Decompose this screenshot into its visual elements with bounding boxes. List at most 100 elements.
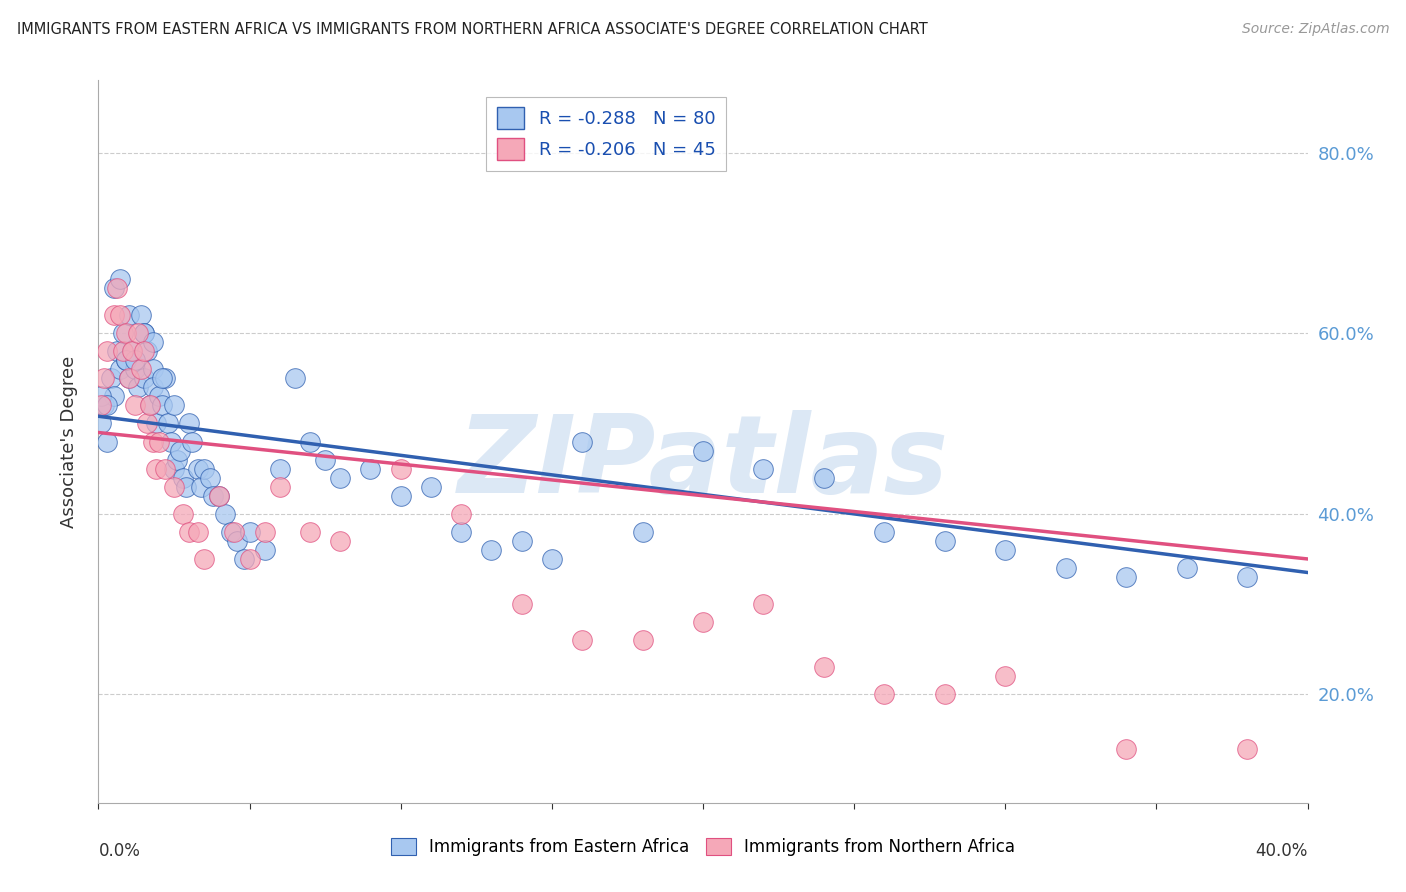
Point xyxy=(139,398,162,412)
Point xyxy=(163,398,186,412)
Point xyxy=(135,344,157,359)
Point xyxy=(108,308,131,322)
Point xyxy=(111,344,134,359)
Point xyxy=(153,371,176,385)
Point xyxy=(108,272,131,286)
Point xyxy=(752,597,775,611)
Point xyxy=(179,524,201,539)
Point xyxy=(150,371,173,385)
Point xyxy=(1115,741,1137,756)
Point xyxy=(450,507,472,521)
Point xyxy=(994,669,1017,683)
Point xyxy=(124,398,146,412)
Point xyxy=(90,398,112,412)
Y-axis label: Associate's Degree: Associate's Degree xyxy=(59,355,77,528)
Point xyxy=(114,353,136,368)
Point xyxy=(90,389,112,403)
Point xyxy=(221,524,243,539)
Point xyxy=(269,461,291,475)
Point xyxy=(93,398,115,412)
Point xyxy=(96,398,118,412)
Point xyxy=(172,471,194,485)
Point xyxy=(284,371,307,385)
Point xyxy=(571,434,593,449)
Point xyxy=(389,489,412,503)
Point xyxy=(118,371,141,385)
Point xyxy=(148,434,170,449)
Point xyxy=(631,524,654,539)
Point xyxy=(132,326,155,341)
Point xyxy=(163,461,186,475)
Legend: R = -0.288   N = 80, R = -0.206   N = 45: R = -0.288 N = 80, R = -0.206 N = 45 xyxy=(486,96,727,171)
Point xyxy=(571,633,593,648)
Point xyxy=(96,434,118,449)
Point xyxy=(96,344,118,359)
Point xyxy=(813,660,835,674)
Point xyxy=(329,533,352,548)
Point xyxy=(239,552,262,566)
Point xyxy=(813,471,835,485)
Point xyxy=(208,489,231,503)
Point xyxy=(142,380,165,394)
Point xyxy=(100,371,122,385)
Point xyxy=(160,434,183,449)
Text: 40.0%: 40.0% xyxy=(1256,842,1308,860)
Point xyxy=(873,687,896,701)
Point xyxy=(135,417,157,431)
Point xyxy=(994,542,1017,557)
Text: Source: ZipAtlas.com: Source: ZipAtlas.com xyxy=(1241,22,1389,37)
Point xyxy=(150,398,173,412)
Point xyxy=(329,471,352,485)
Point xyxy=(108,362,131,376)
Point xyxy=(111,326,134,341)
Point xyxy=(314,452,336,467)
Point xyxy=(169,443,191,458)
Point xyxy=(1236,570,1258,584)
Point xyxy=(153,461,176,475)
Point xyxy=(253,542,276,557)
Point xyxy=(124,353,146,368)
Point xyxy=(481,542,503,557)
Point xyxy=(118,308,141,322)
Point xyxy=(202,489,225,503)
Point xyxy=(253,524,276,539)
Point xyxy=(129,362,152,376)
Point xyxy=(299,434,322,449)
Point xyxy=(1175,561,1198,575)
Point xyxy=(934,687,956,701)
Point xyxy=(103,281,125,295)
Point xyxy=(114,353,136,368)
Point xyxy=(121,344,143,359)
Point xyxy=(124,362,146,376)
Point xyxy=(360,461,382,475)
Point xyxy=(187,461,209,475)
Text: ZIPatlas: ZIPatlas xyxy=(457,410,949,516)
Text: IMMIGRANTS FROM EASTERN AFRICA VS IMMIGRANTS FROM NORTHERN AFRICA ASSOCIATE'S DE: IMMIGRANTS FROM EASTERN AFRICA VS IMMIGR… xyxy=(17,22,928,37)
Point xyxy=(127,380,149,394)
Point xyxy=(193,552,215,566)
Point xyxy=(139,398,162,412)
Point xyxy=(873,524,896,539)
Point xyxy=(172,507,194,521)
Point xyxy=(1054,561,1077,575)
Point xyxy=(179,417,201,431)
Point xyxy=(1236,741,1258,756)
Point xyxy=(114,326,136,341)
Point xyxy=(103,308,125,322)
Point xyxy=(232,552,254,566)
Point xyxy=(450,524,472,539)
Point xyxy=(181,434,204,449)
Point xyxy=(269,480,291,494)
Point xyxy=(752,461,775,475)
Point xyxy=(105,281,128,295)
Point xyxy=(105,344,128,359)
Point xyxy=(540,552,562,566)
Point xyxy=(510,597,533,611)
Point xyxy=(142,434,165,449)
Point xyxy=(166,452,188,467)
Point xyxy=(200,471,222,485)
Point xyxy=(208,489,231,503)
Point xyxy=(510,533,533,548)
Point xyxy=(193,461,215,475)
Point xyxy=(121,344,143,359)
